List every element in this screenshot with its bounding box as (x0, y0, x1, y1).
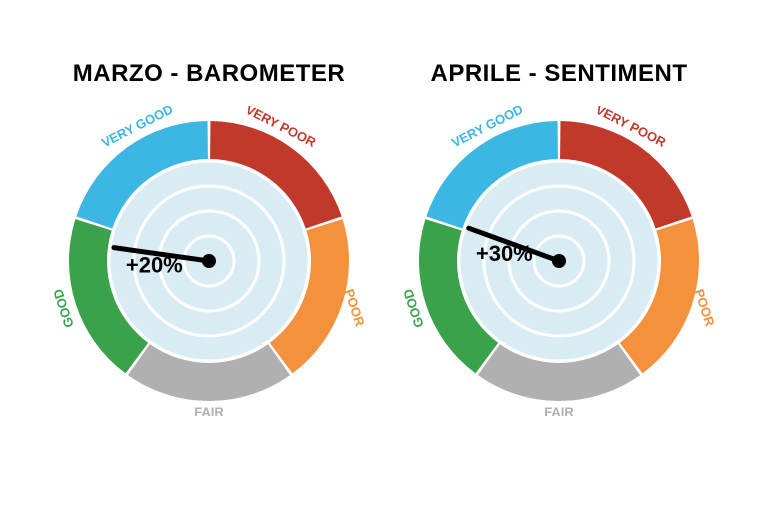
gauge-hub (552, 254, 566, 268)
gauge-marzo: MARZO - BAROMETER VERY GOODGOODFAIRPOORV… (54, 60, 364, 416)
segment-label: FAIR (194, 404, 224, 416)
gauges-row: MARZO - BAROMETER VERY GOODGOODFAIRPOORV… (0, 0, 768, 512)
gauge-aprile: APRILE - SENTIMENT VERY GOODGOODFAIRPOOR… (404, 60, 714, 416)
gauge-value-label: +20% (126, 253, 183, 278)
gauge-title: APRILE - SENTIMENT (430, 60, 687, 88)
segment-label: POOR (342, 287, 364, 329)
segment-label: POOR (692, 287, 714, 329)
gauge-svg: VERY GOODGOODFAIRPOORVERY POOR+30% (404, 106, 714, 416)
gauge-hub (202, 254, 216, 268)
gauge-value-label: +30% (476, 241, 533, 266)
gauge-svg: VERY GOODGOODFAIRPOORVERY POOR+20% (54, 106, 364, 416)
gauge-title: MARZO - BAROMETER (73, 60, 345, 88)
segment-label: FAIR (544, 404, 574, 416)
